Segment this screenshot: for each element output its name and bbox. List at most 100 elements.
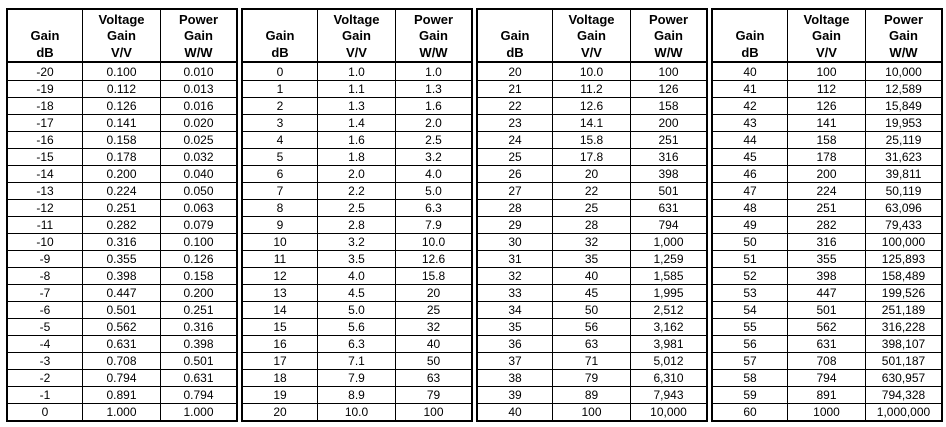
gain-db-cell: -13 xyxy=(7,182,83,200)
power-gain-cell: 50 xyxy=(395,352,472,370)
power-gain-cell: 63 xyxy=(395,369,472,387)
voltage-gain-cell: 0.126 xyxy=(82,97,161,115)
power-gain-cell: 501,187 xyxy=(865,352,942,370)
power-gain-cell: 0.032 xyxy=(160,148,237,166)
gain-db-cell: 25 xyxy=(477,148,553,166)
table-row: 19 8.9 79 xyxy=(242,386,472,404)
voltage-gain-cell: 112 xyxy=(787,80,866,98)
power-gain-cell: 0.251 xyxy=(160,301,237,319)
table-row: -5 0.562 0.316 xyxy=(7,318,237,336)
unit-vv: V/V xyxy=(552,44,631,63)
gain-db-cell: 32 xyxy=(477,267,553,285)
voltage-gain-cell: 316 xyxy=(787,233,866,251)
voltage-gain-cell: 0.178 xyxy=(82,148,161,166)
voltage-gain-cell: 0.158 xyxy=(82,131,161,149)
power-gain-cell: 63,096 xyxy=(865,199,942,217)
voltage-gain-cell: 14.1 xyxy=(552,114,631,132)
table-row: 27 22 501 xyxy=(477,182,707,200)
gain-db-cell: 21 xyxy=(477,80,553,98)
power-gain-cell: 2.0 xyxy=(395,114,472,132)
voltage-gain-cell: 0.501 xyxy=(82,301,161,319)
header-power-gain-line-2: Gain xyxy=(889,28,918,43)
gain-table-2: Gain Voltage Gain Power Gain dB V/V W/W 0 1.0 1.0 1… xyxy=(241,8,473,422)
table-row: 7 2.2 5.0 xyxy=(242,182,472,200)
power-gain-cell: 5.0 xyxy=(395,182,472,200)
voltage-gain-cell: 6.3 xyxy=(317,335,396,353)
gain-db-cell: 50 xyxy=(712,233,788,251)
voltage-gain-cell: 398 xyxy=(787,267,866,285)
voltage-gain-cell: 501 xyxy=(787,301,866,319)
unit-db: dB xyxy=(477,44,553,63)
gain-db-cell: 0 xyxy=(242,62,318,81)
table-row: 41 112 12,589 xyxy=(712,80,942,98)
voltage-gain-cell: 5.0 xyxy=(317,301,396,319)
voltage-gain-cell: 1000 xyxy=(787,403,866,422)
table-row: 3 1.4 2.0 xyxy=(242,114,472,132)
gain-db-cell: -9 xyxy=(7,250,83,268)
table-row: 40 100 10,000 xyxy=(477,403,707,422)
gain-db-cell: -18 xyxy=(7,97,83,115)
gain-db-cell: 42 xyxy=(712,97,788,115)
table-row: 36 63 3,981 xyxy=(477,335,707,353)
power-gain-cell: 0.020 xyxy=(160,114,237,132)
power-gain-cell: 630,957 xyxy=(865,369,942,387)
voltage-gain-cell: 0.251 xyxy=(82,199,161,217)
power-gain-cell: 0.200 xyxy=(160,284,237,302)
gain-db-cell: 26 xyxy=(477,165,553,183)
power-gain-cell: 2.5 xyxy=(395,131,472,149)
gain-db-cell: -19 xyxy=(7,80,83,98)
header-row-units: dB V/V W/W xyxy=(712,44,942,63)
header-power-gain: Power Gain xyxy=(630,9,707,44)
power-gain-cell: 1.000 xyxy=(160,403,237,422)
header-gain-line-1: Gain xyxy=(735,28,765,43)
voltage-gain-cell: 355 xyxy=(787,250,866,268)
gain-db-cell: 35 xyxy=(477,318,553,336)
power-gain-cell: 12.6 xyxy=(395,250,472,268)
table-body: -20 0.100 0.010 -19 0.112 0.013 -18 0.126 0.016-… xyxy=(7,62,237,422)
table-row: 24 15.8 251 xyxy=(477,131,707,149)
table-header: Gain Voltage Gain Power Gain dB V/V W/W xyxy=(712,9,942,63)
voltage-gain-cell: 40 xyxy=(552,267,631,285)
header-voltage-gain-line-1: Voltage xyxy=(333,12,380,27)
gain-db-cell: 34 xyxy=(477,301,553,319)
unit-db: dB xyxy=(712,44,788,63)
gain-db-cell: 41 xyxy=(712,80,788,98)
power-gain-cell: 0.025 xyxy=(160,131,237,149)
voltage-gain-cell: 0.708 xyxy=(82,352,161,370)
power-gain-cell: 158,489 xyxy=(865,267,942,285)
gain-db-cell: 49 xyxy=(712,216,788,234)
power-gain-cell: 1.0 xyxy=(395,62,472,81)
voltage-gain-cell: 0.447 xyxy=(82,284,161,302)
gain-db-cell: -1 xyxy=(7,386,83,404)
table-body: 0 1.0 1.0 1 1.1 1.3 2 1.3 1.6 3 1.4 2.0 4 1.6 2.5 5 1.8 3… xyxy=(242,62,472,422)
header-row-units: dB V/V W/W xyxy=(242,44,472,63)
table-row: 5 1.8 3.2 xyxy=(242,148,472,166)
table-row: -14 0.200 0.040 xyxy=(7,165,237,183)
header-power-gain-line-1: Power xyxy=(178,12,218,27)
unit-db: dB xyxy=(7,44,83,63)
power-gain-cell: 50,119 xyxy=(865,182,942,200)
header-power-gain: Power Gain xyxy=(865,9,942,44)
table-row: 44 158 25,119 xyxy=(712,131,942,149)
gain-db-cell: 14 xyxy=(242,301,318,319)
voltage-gain-cell: 2.8 xyxy=(317,216,396,234)
gain-db-cell: 11 xyxy=(242,250,318,268)
voltage-gain-cell: 79 xyxy=(552,369,631,387)
unit-vv: V/V xyxy=(82,44,161,63)
power-gain-cell: 0.316 xyxy=(160,318,237,336)
gain-db-cell: 4 xyxy=(242,131,318,149)
voltage-gain-cell: 15.8 xyxy=(552,131,631,149)
gain-db-cell: 20 xyxy=(477,62,553,81)
power-gain-cell: 0.063 xyxy=(160,199,237,217)
voltage-gain-cell: 0.562 xyxy=(82,318,161,336)
voltage-gain-cell: 63 xyxy=(552,335,631,353)
gain-db-cell: 38 xyxy=(477,369,553,387)
table-row: 60 1000 1,000,000 xyxy=(712,403,942,422)
table-row: 55 562 316,228 xyxy=(712,318,942,336)
table-row: -19 0.112 0.013 xyxy=(7,80,237,98)
gain-db-cell: 48 xyxy=(712,199,788,217)
voltage-gain-cell: 0.100 xyxy=(82,62,161,81)
voltage-gain-cell: 891 xyxy=(787,386,866,404)
voltage-gain-cell: 2.5 xyxy=(317,199,396,217)
power-gain-cell: 0.050 xyxy=(160,182,237,200)
